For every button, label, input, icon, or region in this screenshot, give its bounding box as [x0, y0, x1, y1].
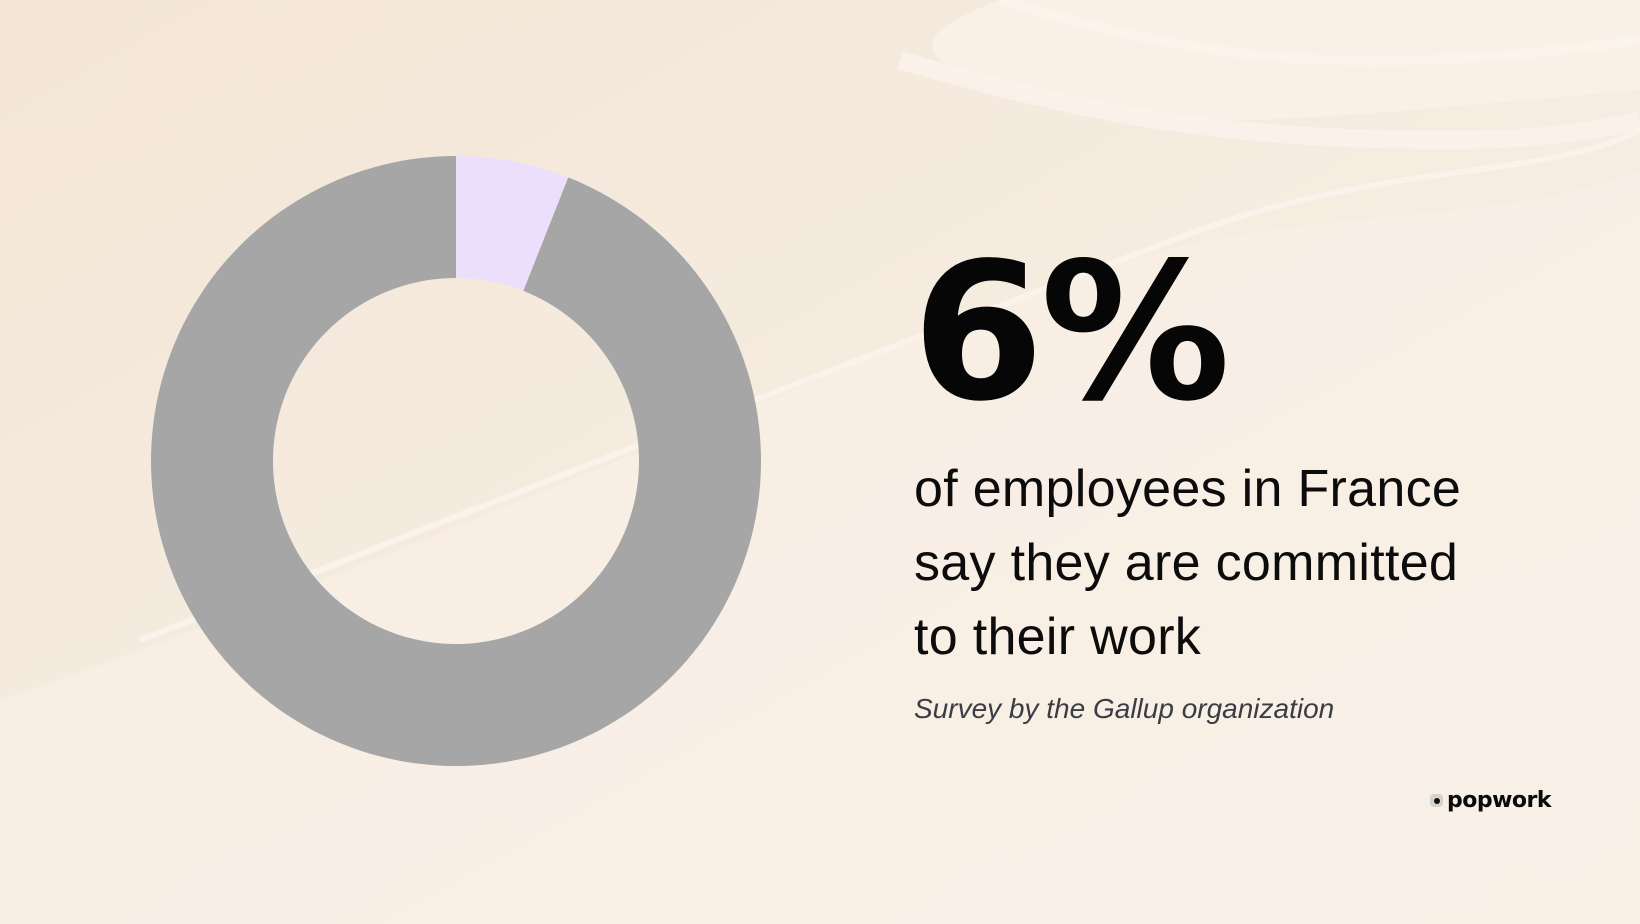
- description-line: to their work: [914, 608, 1202, 666]
- description-line: say they are committed: [914, 534, 1459, 592]
- donut-slice-remainder: [151, 155, 761, 766]
- donut-slice-highlight: [456, 156, 569, 291]
- headline-stat: 6%: [912, 222, 1231, 443]
- logo-mark-icon: [1430, 794, 1443, 807]
- logo-text: popwork: [1447, 788, 1552, 813]
- source-note: Survey by the Gallup organization: [914, 693, 1335, 724]
- popwork-logo: popwork: [1430, 788, 1552, 813]
- headline-description: of employees in France say they are comm…: [914, 452, 1614, 674]
- description-line: of employees in France: [914, 460, 1462, 518]
